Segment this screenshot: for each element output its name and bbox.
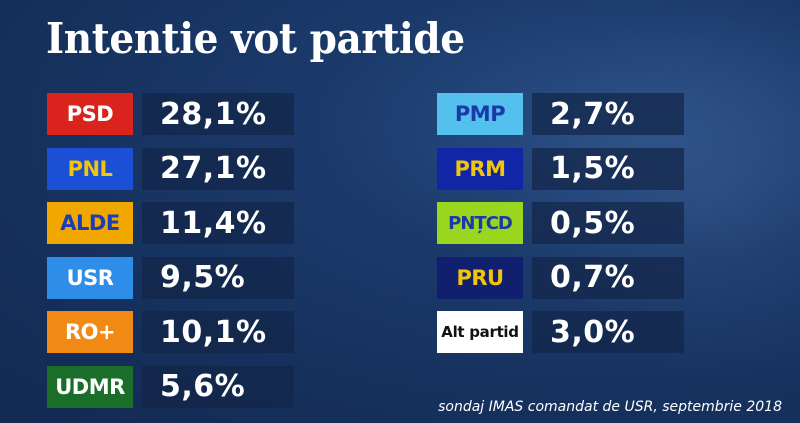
party-value: 5,6% xyxy=(160,369,246,404)
party-value: 28,1% xyxy=(160,96,267,132)
value-panel: 3,0% xyxy=(532,311,684,353)
party-value: 2,7% xyxy=(550,96,636,132)
party-badge: UDMR xyxy=(47,365,133,408)
party-value: 3,0% xyxy=(550,314,636,350)
party-badge: PMP xyxy=(437,93,523,135)
party-badge: PRU xyxy=(437,256,523,299)
party-value: 9,5% xyxy=(160,260,246,295)
party-badge: PSD xyxy=(47,93,133,135)
value-panel: 11,4% xyxy=(142,202,294,244)
party-value: 1,5% xyxy=(550,151,636,186)
value-panel: 5,6% xyxy=(142,365,294,408)
value-panel: 27,1% xyxy=(142,147,294,190)
party-value: 27,1% xyxy=(160,151,267,186)
value-panel: 0,5% xyxy=(532,202,684,244)
party-badge: RO+ xyxy=(47,311,133,353)
value-panel: 0,7% xyxy=(532,256,684,299)
party-badge: PNȚCD xyxy=(437,202,523,244)
source-note: sondaj IMAS comandat de USR, septembrie … xyxy=(438,399,782,415)
chart-title: Intentie vot partide xyxy=(46,14,465,63)
party-badge: USR xyxy=(47,256,133,299)
party-value: 0,7% xyxy=(550,260,636,295)
value-panel: 9,5% xyxy=(142,256,294,299)
party-badge: PRM xyxy=(437,147,523,190)
party-badge: PNL xyxy=(47,147,133,190)
party-value: 10,1% xyxy=(160,314,267,350)
value-panel: 28,1% xyxy=(142,93,294,135)
party-value: 11,4% xyxy=(160,205,267,241)
value-panel: 1,5% xyxy=(532,147,684,190)
party-badge: ALDE xyxy=(47,202,133,244)
party-value: 0,5% xyxy=(550,205,636,241)
value-panel: 10,1% xyxy=(142,311,294,353)
party-badge: Alt partid xyxy=(437,311,523,353)
value-panel: 2,7% xyxy=(532,93,684,135)
